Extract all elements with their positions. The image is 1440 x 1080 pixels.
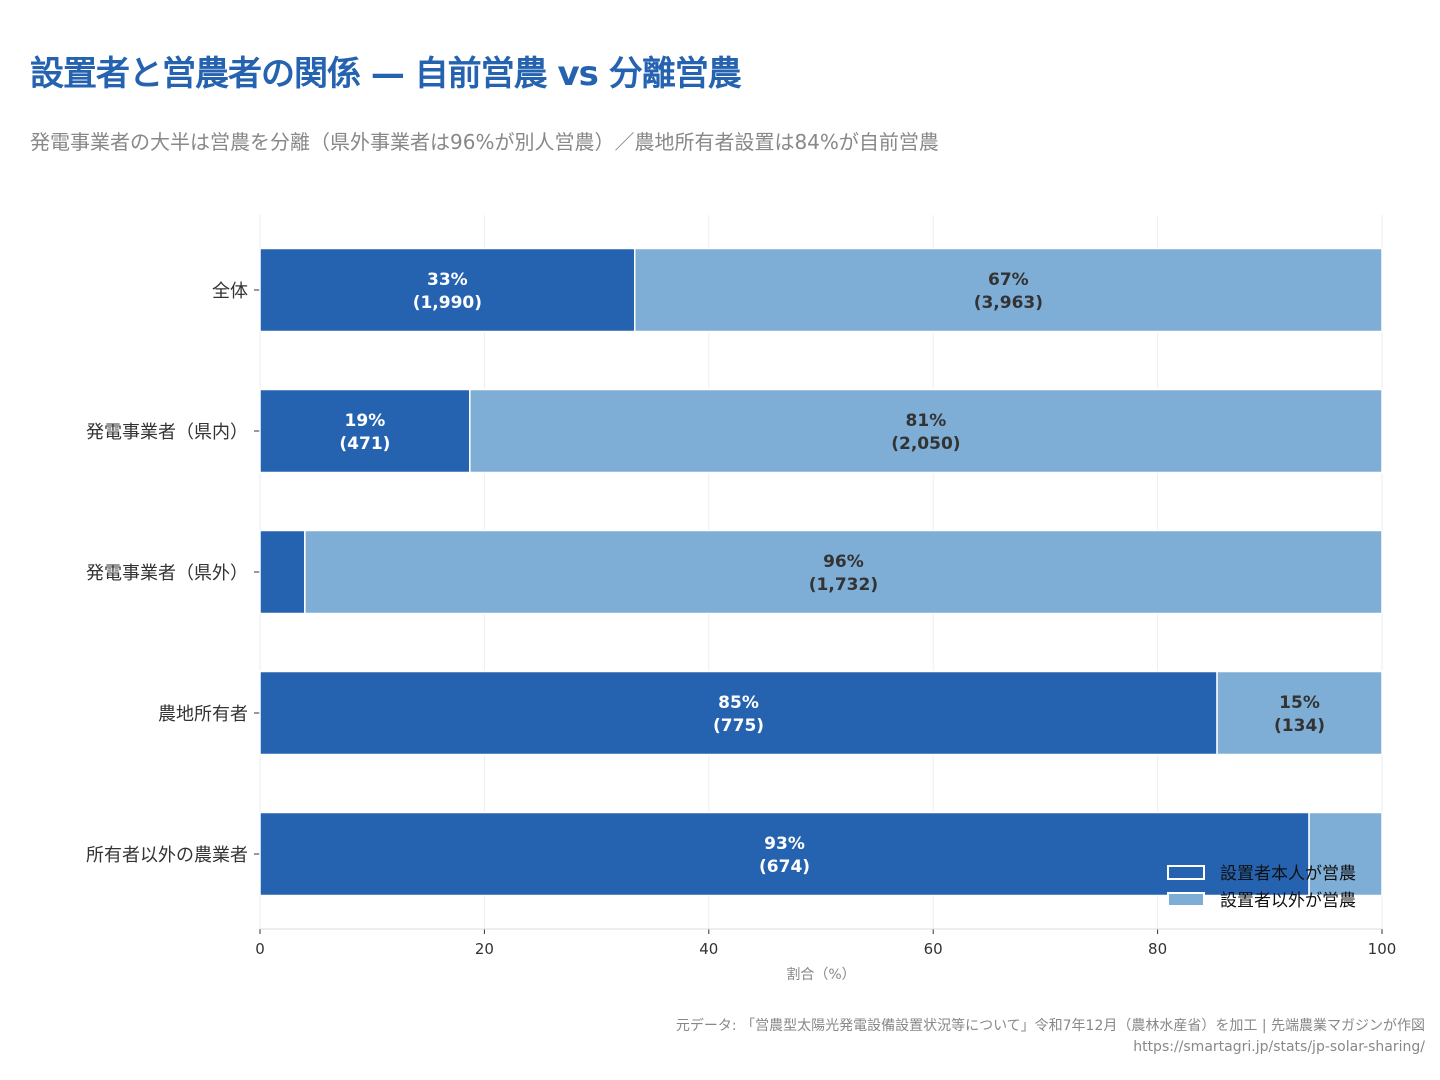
chart-title: 設置者と営農者の関係 — 自前営農 vs 分離営農: [30, 54, 742, 94]
y-tick-label: 所有者以外の農業者: [86, 845, 248, 866]
data-label: 81%: [906, 411, 947, 431]
bar-segment: [633, 247, 1383, 333]
legend-label: 設置者本人が営農: [1220, 864, 1356, 884]
y-tick-label: 発電事業者（県外）: [86, 563, 248, 584]
data-label: 85%: [718, 693, 759, 713]
source-note: 元データ: 「営農型太陽光発電設備設置状況等について」令和7年12月（農林水産省…: [675, 1018, 1425, 1034]
chart-subtitle: 発電事業者の大半は営農を分離（県外事業者は96%が別人営農）／農地所有者設置は8…: [30, 130, 939, 154]
data-label: (775): [713, 716, 764, 736]
x-tick-label: 100: [1368, 940, 1397, 958]
bar-segment: [259, 811, 1310, 897]
bar-segment: [469, 388, 1383, 474]
data-label: 33%: [427, 270, 468, 290]
x-tick-label: 60: [924, 940, 943, 958]
legend-swatch: [1167, 865, 1205, 880]
bar-segment: [304, 529, 1383, 615]
data-label: (1,990): [413, 293, 482, 313]
x-axis-label: 割合（%）: [786, 966, 855, 983]
x-tick-label: 40: [699, 940, 718, 958]
bar-segment: [259, 529, 306, 615]
bar-segment: [1216, 670, 1383, 756]
data-label: (471): [339, 434, 390, 454]
y-tick-label: 農地所有者: [158, 704, 248, 725]
x-tick-label: 80: [1148, 940, 1167, 958]
data-label: 93%: [764, 834, 805, 854]
data-label: (134): [1274, 716, 1325, 736]
data-label: (1,732): [809, 575, 878, 595]
x-tick-label: 0: [255, 940, 265, 958]
data-label: 19%: [345, 411, 386, 431]
bar-segment: [259, 670, 1218, 756]
data-label: 96%: [823, 552, 864, 572]
y-tick-label: 全体: [212, 281, 248, 302]
bar-segment: [259, 388, 471, 474]
data-label: (2,050): [891, 434, 960, 454]
legend-label: 設置者以外が営農: [1220, 891, 1356, 911]
legend-swatch: [1167, 892, 1205, 907]
stacked-bar-chart: 0 20 40 60 80 100 割合（%） 全体 33% (1,990) 67% (3,963) 発…: [86, 215, 1397, 983]
data-label: 67%: [988, 270, 1029, 290]
data-label: (674): [759, 857, 810, 877]
y-tick-label: 発電事業者（県内）: [86, 422, 248, 443]
x-tick-label: 20: [475, 940, 494, 958]
bar-segment: [1308, 811, 1383, 897]
source-url: https://smartagri.jp/stats/jp-solar-shar…: [1133, 1039, 1425, 1055]
data-label: 15%: [1279, 693, 1320, 713]
data-label: (3,963): [974, 293, 1043, 313]
bar-segment: [259, 247, 636, 333]
